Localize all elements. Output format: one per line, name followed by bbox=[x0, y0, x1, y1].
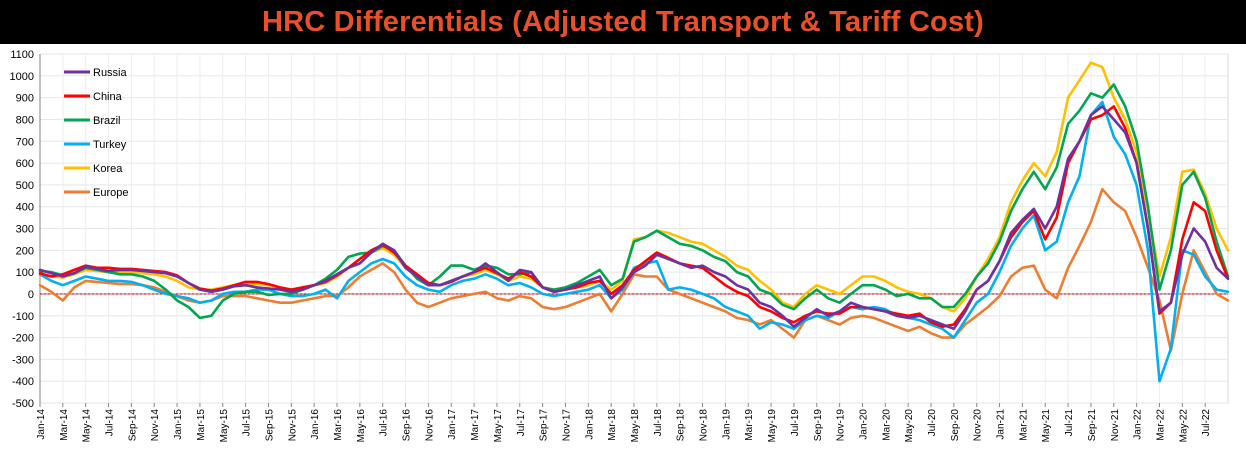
x-tick-label: Jan-15 bbox=[173, 409, 184, 440]
x-tick-label: Jul-14 bbox=[105, 409, 116, 437]
x-tick-label: Jul-21 bbox=[1064, 409, 1075, 437]
legend-label-china: China bbox=[93, 91, 123, 103]
x-tick-label: Nov-21 bbox=[1110, 409, 1121, 442]
x-tick-label: Nov-20 bbox=[973, 409, 984, 442]
series-lines bbox=[38, 61, 1230, 383]
y-tick-label: -200 bbox=[12, 333, 34, 345]
legend-label-korea: Korea bbox=[93, 163, 123, 175]
x-tick-label: May-19 bbox=[767, 409, 778, 443]
x-tick-label: Jan-14 bbox=[36, 409, 47, 440]
x-tick-label: Jan-19 bbox=[721, 409, 732, 440]
x-tick-label: Jul-22 bbox=[1201, 409, 1212, 437]
x-tick-label: Jan-17 bbox=[447, 409, 458, 440]
line-chart: -500 -400 -300 -200 -100 0 100 200 300 400 500 600 7… bbox=[10, 49, 1230, 443]
x-tick-label: Nov-14 bbox=[150, 409, 161, 442]
y-tick-label: -300 bbox=[12, 354, 34, 366]
x-tick-label: May-17 bbox=[493, 409, 504, 443]
x-tick-label: May-22 bbox=[1178, 409, 1189, 443]
x-tick-label: Mar-22 bbox=[1155, 409, 1166, 441]
y-tick-label: 1000 bbox=[10, 71, 34, 83]
x-tick-label: Nov-17 bbox=[561, 409, 572, 442]
x-tick-label: Sep-14 bbox=[127, 409, 138, 442]
x-tick-label: Jul-18 bbox=[653, 409, 664, 437]
x-tick-label: Jan-22 bbox=[1133, 409, 1144, 440]
y-tick-label: 400 bbox=[16, 202, 34, 214]
x-tick-label: May-15 bbox=[219, 409, 230, 443]
x-tick-label: May-20 bbox=[904, 409, 915, 443]
gridlines bbox=[39, 53, 1229, 404]
x-tick-label: Sep-17 bbox=[539, 409, 550, 442]
x-tick-label: Mar-16 bbox=[333, 409, 344, 441]
y-tick-label: 600 bbox=[16, 158, 34, 170]
y-tick-label: 900 bbox=[16, 93, 34, 105]
x-tick-label: Jul-16 bbox=[379, 409, 390, 437]
x-tick-label: Mar-14 bbox=[59, 409, 70, 441]
series-line-china bbox=[38, 105, 1230, 328]
series-line-turkey bbox=[38, 100, 1230, 383]
series-line-russia bbox=[38, 105, 1230, 331]
title-bar: HRC Differentials (Adjusted Transport & … bbox=[0, 0, 1246, 44]
y-tick-label: 0 bbox=[28, 289, 34, 301]
x-tick-label: Jan-16 bbox=[310, 409, 321, 440]
x-tick-label: May-16 bbox=[356, 409, 367, 443]
y-tick-label: 200 bbox=[16, 245, 34, 257]
x-tick-label: Jul-20 bbox=[927, 409, 938, 437]
y-tick-label: 300 bbox=[16, 224, 34, 236]
y-axis: -500 -400 -300 -200 -100 0 100 200 300 400 500 600 7… bbox=[10, 49, 41, 410]
x-tick-label: Jan-21 bbox=[996, 409, 1007, 440]
series-line-europe bbox=[38, 187, 1230, 352]
x-tick-label: Nov-19 bbox=[836, 409, 847, 442]
x-tick-label: Sep-20 bbox=[950, 409, 961, 442]
x-tick-label: Mar-18 bbox=[607, 409, 618, 441]
x-tick-label: May-18 bbox=[630, 409, 641, 443]
y-tick-label: 1100 bbox=[10, 49, 34, 61]
x-tick-label: Jul-15 bbox=[242, 409, 253, 437]
x-tick-label: May-14 bbox=[82, 409, 93, 443]
x-tick-label: Mar-19 bbox=[744, 409, 755, 441]
legend-label-turkey: Turkey bbox=[93, 139, 127, 151]
x-tick-label: Nov-15 bbox=[287, 409, 298, 442]
x-tick-label: Sep-15 bbox=[264, 409, 275, 442]
x-tick-label: Sep-16 bbox=[402, 409, 413, 442]
y-tick-label: 100 bbox=[16, 267, 34, 279]
legend-label-brazil: Brazil bbox=[93, 115, 121, 127]
legend-label-europe: Europe bbox=[93, 187, 128, 199]
y-tick-label: 500 bbox=[16, 180, 34, 192]
x-tick-label: Jul-19 bbox=[790, 409, 801, 437]
y-tick-label: -400 bbox=[12, 376, 34, 388]
y-tick-label: -500 bbox=[12, 398, 34, 410]
chart-title: HRC Differentials (Adjusted Transport & … bbox=[261, 5, 985, 38]
x-tick-label: Sep-18 bbox=[676, 409, 687, 442]
y-tick-label: 700 bbox=[16, 136, 34, 148]
series-line-brazil bbox=[38, 83, 1230, 320]
x-tick-label: Nov-16 bbox=[424, 409, 435, 442]
x-tick-label: Jul-17 bbox=[516, 409, 527, 437]
x-tick-label: Jan-18 bbox=[584, 409, 595, 440]
legend-label-russia: Russia bbox=[93, 67, 128, 79]
y-tick-label: 800 bbox=[16, 114, 34, 126]
legend: Russia China Brazil Turkey Korea Europe bbox=[64, 67, 128, 199]
x-tick-label: Jan-20 bbox=[858, 409, 869, 440]
x-tick-label: Sep-21 bbox=[1087, 409, 1098, 442]
x-tick-label: Mar-15 bbox=[196, 409, 207, 441]
x-tick-label: Sep-19 bbox=[813, 409, 824, 442]
x-tick-label: Mar-21 bbox=[1018, 409, 1029, 441]
x-tick-label: Mar-20 bbox=[881, 409, 892, 441]
x-tick-label: Nov-18 bbox=[699, 409, 710, 442]
x-tick-label: May-21 bbox=[1041, 409, 1052, 443]
x-tick-label: Mar-17 bbox=[470, 409, 481, 441]
y-tick-label: -100 bbox=[12, 311, 34, 323]
